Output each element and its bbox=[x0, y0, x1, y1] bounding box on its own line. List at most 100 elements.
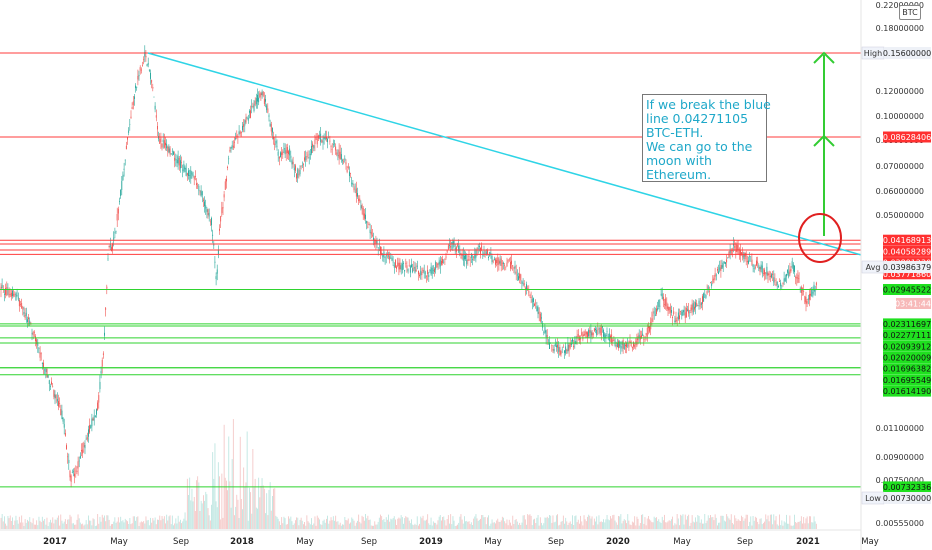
volume-bar bbox=[713, 520, 715, 529]
volume-bar bbox=[102, 517, 104, 529]
candle-body bbox=[527, 288, 529, 290]
volume-bar bbox=[465, 521, 466, 529]
volume-bar bbox=[610, 516, 611, 529]
candle-body bbox=[656, 308, 657, 314]
candle-body bbox=[123, 168, 125, 170]
candle-body bbox=[362, 208, 364, 216]
volume-bar bbox=[409, 523, 411, 529]
volume-bar bbox=[537, 515, 539, 529]
candle-body bbox=[296, 173, 297, 179]
candle-body bbox=[451, 242, 453, 244]
volume-bar bbox=[105, 521, 107, 529]
volume-bar bbox=[285, 524, 287, 529]
volume-bar bbox=[135, 520, 136, 529]
volume-bar bbox=[426, 519, 427, 529]
candle-body bbox=[238, 131, 240, 135]
candle-body bbox=[328, 137, 330, 139]
volume-bar bbox=[408, 520, 410, 529]
volume-bar bbox=[254, 478, 256, 529]
candle-body bbox=[500, 258, 502, 266]
candle-body bbox=[480, 247, 481, 254]
volume-bar bbox=[796, 523, 798, 529]
volume-bar bbox=[292, 525, 294, 529]
volume-bar bbox=[376, 524, 378, 529]
candle-body bbox=[335, 146, 337, 151]
candle-body bbox=[743, 253, 745, 259]
volume-bar bbox=[585, 521, 587, 529]
volume-bar bbox=[419, 523, 420, 529]
volume-bar bbox=[637, 518, 639, 529]
volume-bar bbox=[649, 519, 650, 529]
candle-body bbox=[811, 290, 813, 297]
candle-body bbox=[470, 253, 472, 258]
volume-bar bbox=[22, 522, 24, 529]
candle-body bbox=[144, 51, 146, 57]
candle-body bbox=[585, 331, 587, 335]
volume-bar bbox=[146, 520, 148, 529]
candle-body bbox=[17, 297, 19, 300]
candle-body bbox=[759, 267, 761, 272]
candle-body bbox=[568, 345, 570, 351]
candle-body bbox=[315, 136, 317, 140]
volume-bar bbox=[704, 514, 706, 529]
volume-bar bbox=[250, 492, 251, 529]
candle-body bbox=[476, 248, 478, 250]
candle-body bbox=[556, 345, 557, 348]
low-label: Low bbox=[865, 494, 881, 503]
candle-body bbox=[786, 274, 787, 277]
candle-body bbox=[392, 261, 394, 263]
candle-body bbox=[355, 188, 357, 197]
volume-bar bbox=[806, 516, 808, 529]
candle-body bbox=[15, 293, 17, 301]
candle-body bbox=[232, 145, 234, 148]
volume-bar bbox=[211, 504, 212, 529]
candle-body bbox=[122, 174, 124, 181]
volume-bar bbox=[104, 515, 105, 529]
candle-body bbox=[503, 262, 504, 264]
candle-body bbox=[669, 306, 671, 313]
price-tag: 0.00732336 bbox=[883, 483, 931, 492]
candle-body bbox=[515, 271, 517, 274]
candle-body bbox=[565, 346, 567, 354]
volume-bar bbox=[33, 524, 35, 529]
candle-body bbox=[432, 270, 434, 271]
candle-body bbox=[466, 260, 468, 265]
candle-body bbox=[654, 314, 656, 316]
volume-bar bbox=[685, 519, 687, 529]
candle-body bbox=[483, 252, 485, 254]
volume-bar bbox=[627, 514, 629, 529]
volume-bar bbox=[108, 519, 110, 529]
candle-body bbox=[246, 117, 248, 118]
candle-body bbox=[442, 259, 443, 264]
candle-body bbox=[685, 308, 687, 318]
volume-bar bbox=[725, 521, 726, 529]
x-tick-label: Sep bbox=[737, 537, 753, 547]
candle-body bbox=[360, 205, 362, 209]
candle-body bbox=[38, 348, 40, 349]
candle-body bbox=[368, 223, 370, 226]
x-axis-ticks[interactable]: 2017 May Sep 2018 May Sep 2019 May Sep 2020 May Sep… bbox=[43, 537, 879, 547]
volume-bar bbox=[403, 523, 404, 529]
volume-bar bbox=[446, 519, 448, 529]
candle-body bbox=[431, 267, 433, 274]
candle-body bbox=[252, 106, 254, 107]
candle-body bbox=[572, 338, 573, 342]
candle-body bbox=[35, 336, 36, 342]
candle-body bbox=[541, 317, 542, 319]
candle-body bbox=[769, 275, 771, 277]
candle-body bbox=[135, 85, 136, 89]
candle-body bbox=[134, 96, 135, 99]
candle-body bbox=[85, 438, 87, 440]
volume-bar bbox=[197, 476, 199, 529]
candle-body bbox=[388, 255, 389, 257]
volume-bar bbox=[123, 522, 125, 529]
volume-bar bbox=[312, 525, 314, 529]
currency-badge[interactable]: BTC bbox=[899, 5, 921, 20]
price-tag-background bbox=[883, 284, 931, 295]
volume-bar bbox=[411, 519, 412, 529]
candle-body bbox=[713, 277, 715, 280]
candle-body bbox=[101, 360, 103, 367]
candle-body bbox=[375, 240, 377, 244]
candle-body bbox=[185, 168, 187, 176]
volume-bar bbox=[702, 523, 703, 529]
